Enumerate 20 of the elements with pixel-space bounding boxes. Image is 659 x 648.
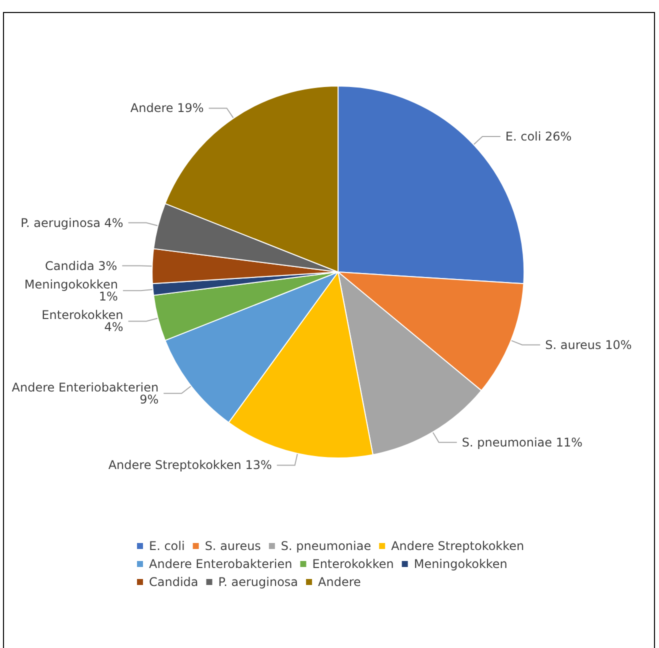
legend-label: Andere Streptokokken xyxy=(391,539,524,553)
legend-label: Andere Enterobakterien xyxy=(149,557,292,571)
data-label: Candida 3% xyxy=(45,258,118,273)
legend-label: Andere xyxy=(318,575,361,589)
legend-label: S. pneumoniae xyxy=(280,539,372,553)
legend-label: Enterokokken xyxy=(312,557,394,571)
data-label: S. aureus 10% xyxy=(545,338,632,352)
data-label: Enterokokken 4% xyxy=(42,308,124,334)
legend-label: P. aeruginosa xyxy=(218,575,298,589)
data-label: P. aeruginosa 4% xyxy=(20,216,124,230)
data-label: E. coli 26% xyxy=(505,129,572,144)
data-label: S. pneumoniae 11% xyxy=(462,435,583,450)
legend-label: E. coli xyxy=(149,539,185,553)
data-label: Andere Streptokokken 13% xyxy=(108,458,272,472)
data-label: Meningokokken 1% xyxy=(24,278,118,304)
data-label: Andere 19% xyxy=(130,101,204,116)
data-label: Andere Enteriobakterien 9% xyxy=(12,380,159,406)
legend-label: Meningokokken xyxy=(414,557,508,571)
legend-label: S. aureus xyxy=(204,539,261,553)
legend-label: Candida xyxy=(149,575,198,589)
